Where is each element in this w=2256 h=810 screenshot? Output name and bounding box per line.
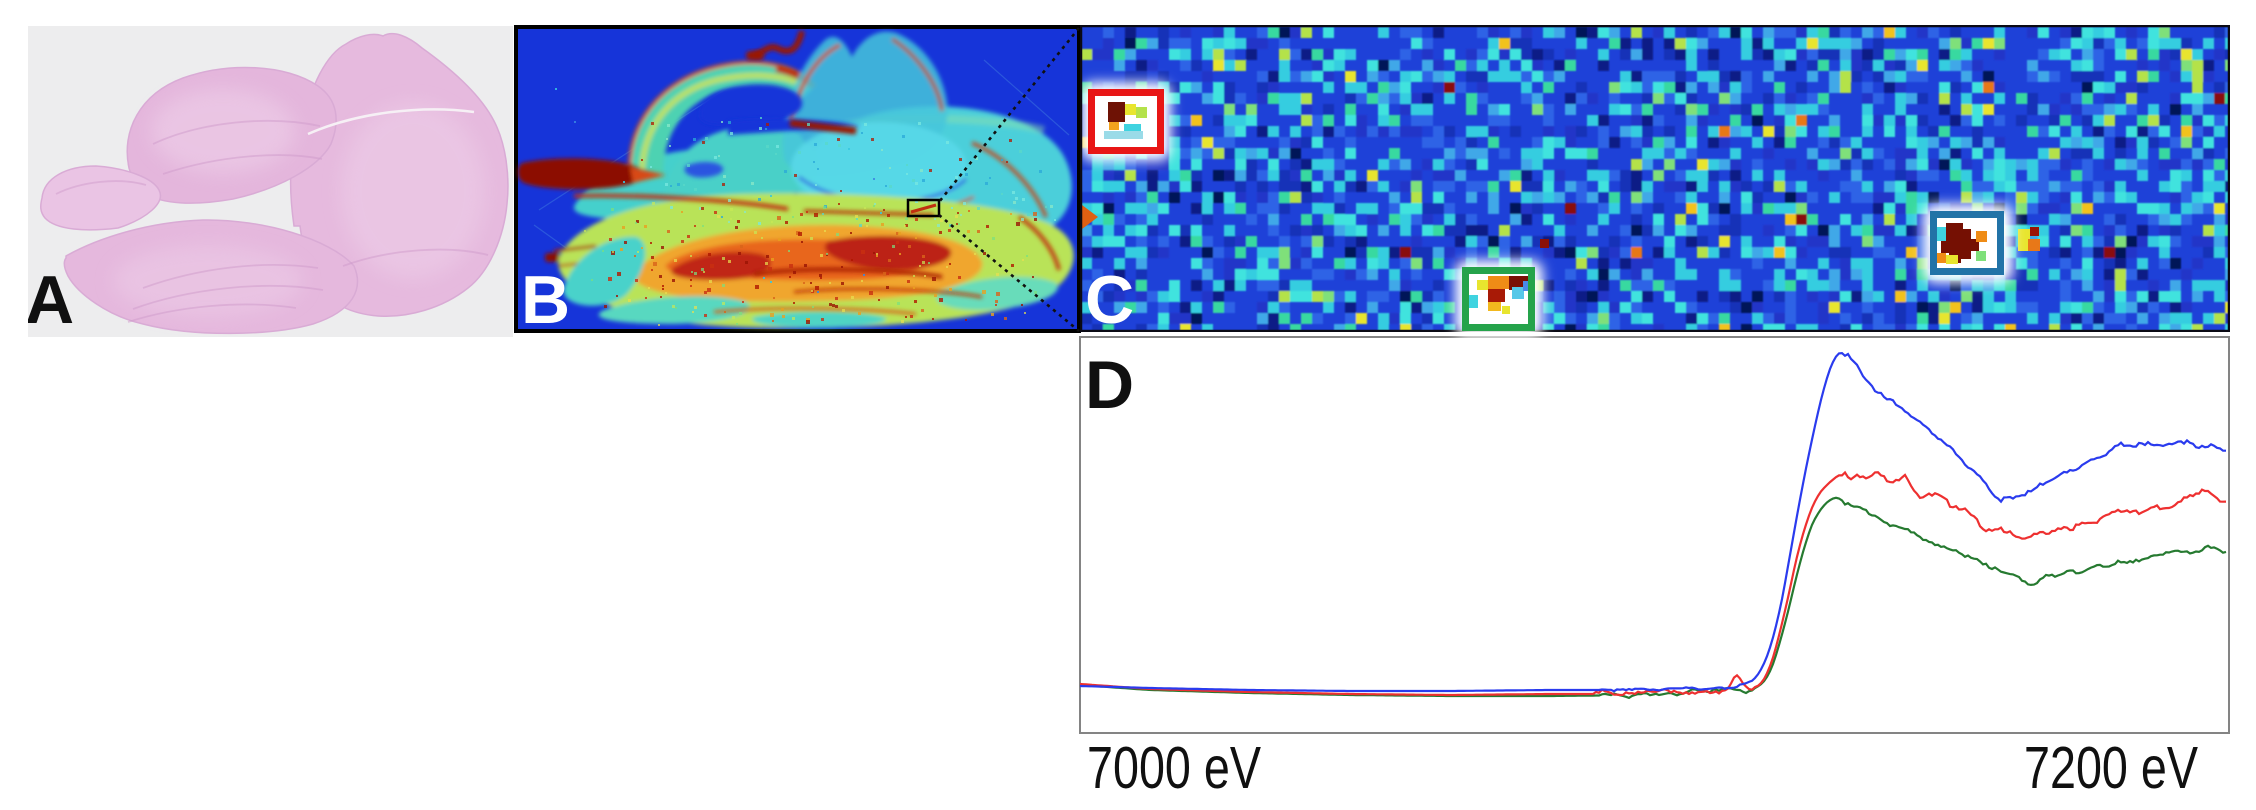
svg-text:7000 eV: 7000 eV <box>1087 735 1262 801</box>
svg-text:7200 eV: 7200 eV <box>2024 735 2199 801</box>
svg-text:C: C <box>1085 262 1134 332</box>
svg-text:B: B <box>521 262 570 333</box>
svg-text:D: D <box>1085 347 1134 423</box>
svg-text:A: A <box>28 262 74 337</box>
